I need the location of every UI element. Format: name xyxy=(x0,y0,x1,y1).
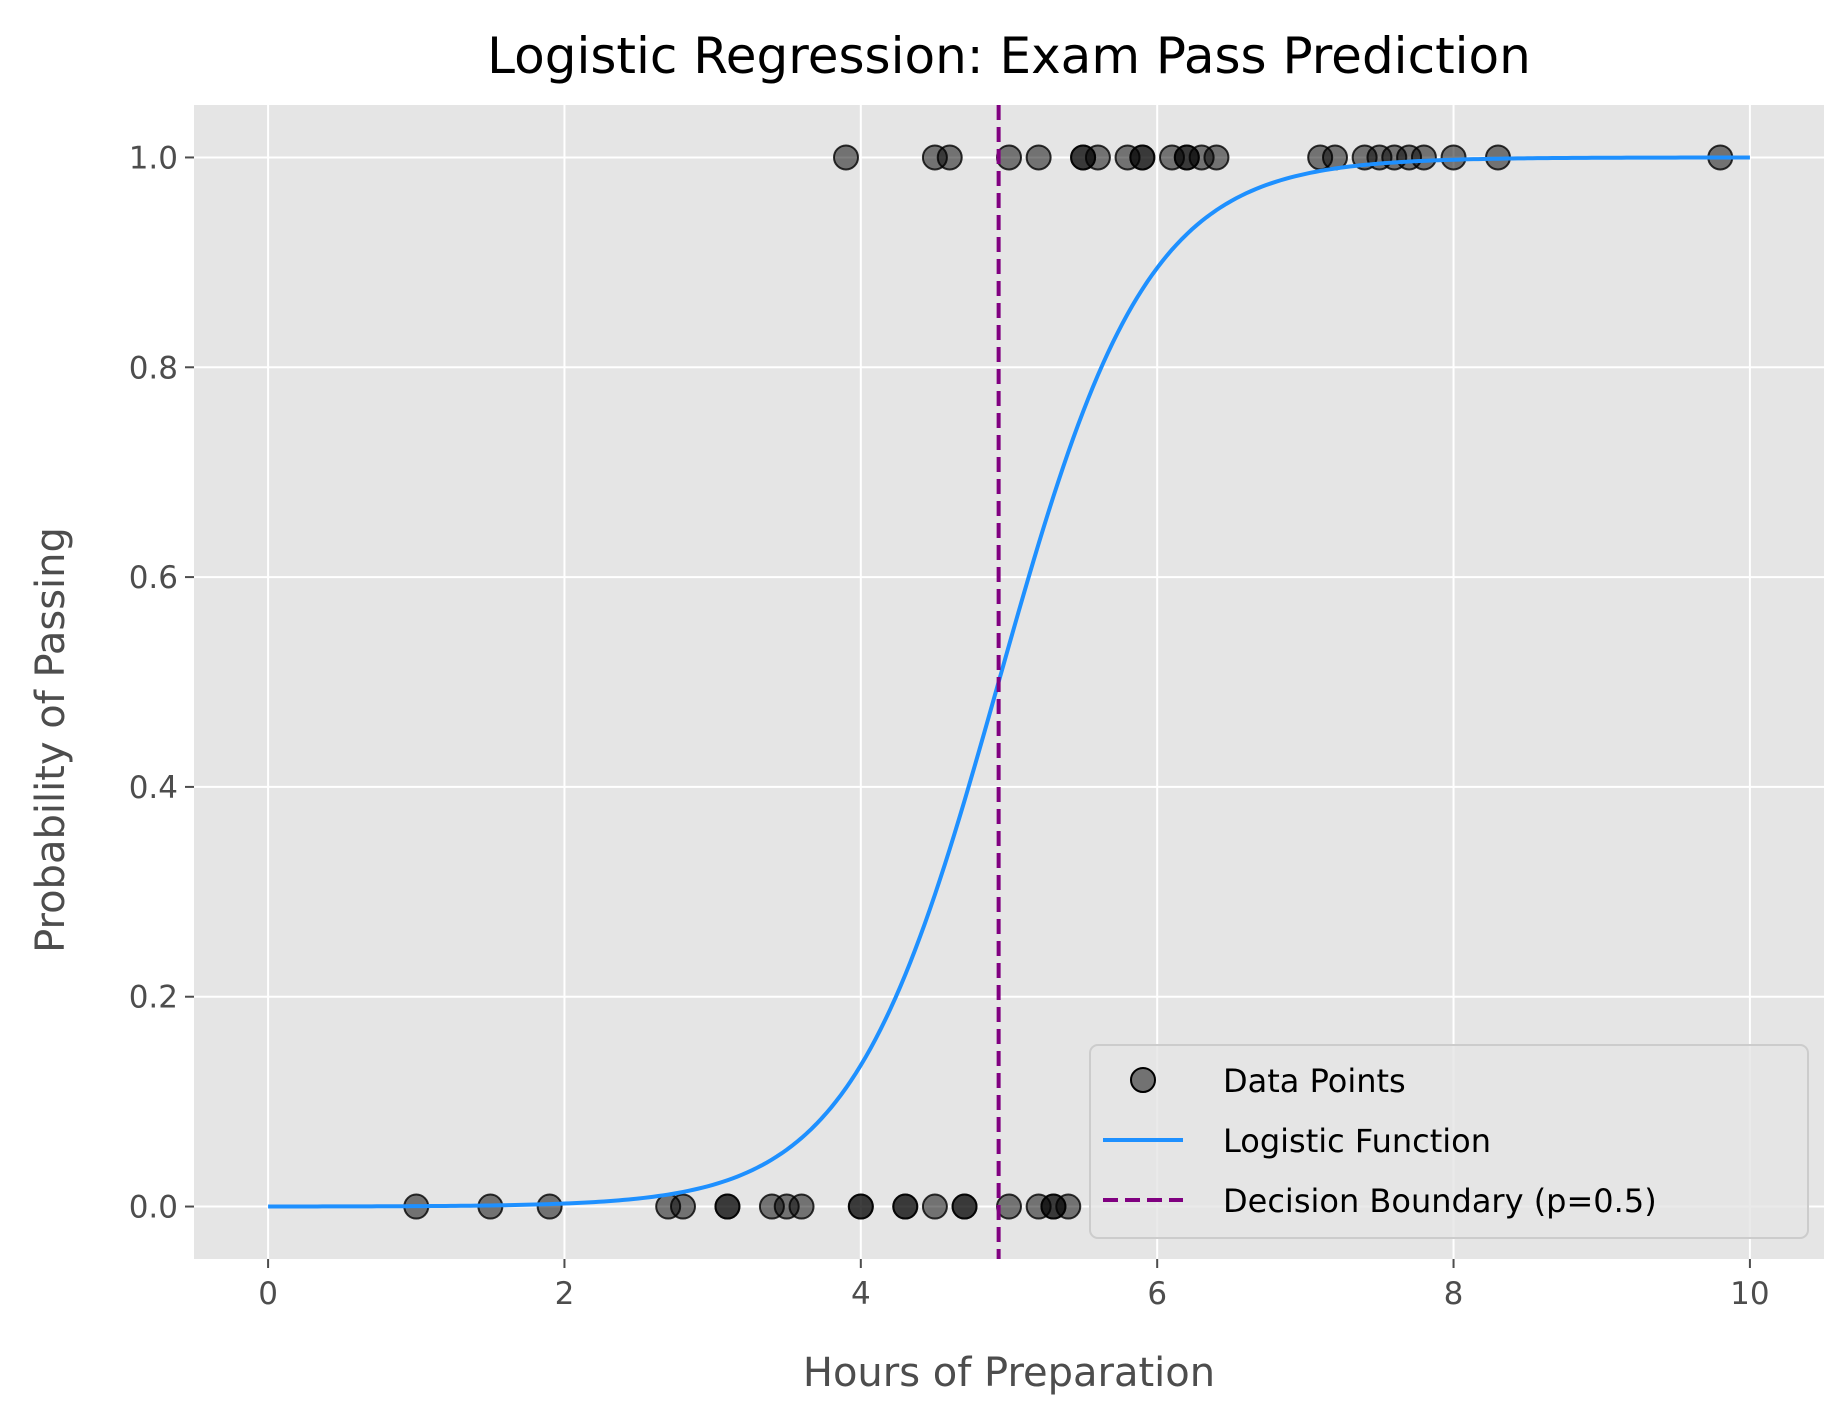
data-point xyxy=(1203,144,1230,171)
x-axis-label: Hours of Preparation xyxy=(803,1350,1215,1396)
data-point xyxy=(670,1193,696,1220)
y-tick-label: 0.0 xyxy=(129,1190,178,1226)
x-tick-label: 0 xyxy=(258,1276,278,1312)
y-tick-label: 0.2 xyxy=(129,980,178,1016)
data-point xyxy=(921,1193,948,1220)
legend-label-logistic-function: Logistic Function xyxy=(1223,1122,1491,1160)
data-point xyxy=(1084,144,1111,171)
data-point xyxy=(1129,144,1156,171)
y-axis-label: Probability of Passing xyxy=(28,527,74,953)
chart-title: Logistic Regression: Exam Pass Predictio… xyxy=(487,27,1531,85)
y-tick-label: 0.4 xyxy=(129,770,178,806)
grid-lines xyxy=(194,105,1824,1259)
x-tick-label: 8 xyxy=(1444,1276,1464,1312)
data-point xyxy=(1055,1193,1082,1220)
data-point xyxy=(936,144,963,171)
data-point xyxy=(847,1193,874,1220)
data-point xyxy=(1025,144,1052,171)
legend-marker-data-points xyxy=(1130,1067,1156,1093)
legend-label-data-points: Data Points xyxy=(1223,1062,1406,1100)
data-point xyxy=(536,1193,563,1220)
x-tick-label: 4 xyxy=(851,1276,871,1312)
data-point xyxy=(1440,144,1467,171)
axis-ticks: 0 2 4 6 8 10 0.0 0.2 0.4 0.6 0.8 1.0 xyxy=(129,140,1770,1312)
data-point xyxy=(833,144,859,171)
y-tick-label: 0.6 xyxy=(129,560,178,596)
x-tick-label: 2 xyxy=(555,1276,575,1312)
data-point xyxy=(1410,144,1437,171)
legend-box xyxy=(1089,1044,1809,1239)
data-point xyxy=(714,1193,741,1220)
data-point xyxy=(892,1193,919,1220)
x-tick-label: 6 xyxy=(1147,1276,1167,1312)
legend-label-decision-boundary: Decision Boundary (p=0.5) xyxy=(1223,1182,1657,1220)
data-point xyxy=(951,1193,978,1220)
y-tick-label: 1.0 xyxy=(129,140,178,176)
logistic-curve xyxy=(268,155,1750,1209)
legend: Data Points Logistic Function Decision B… xyxy=(1089,1044,1809,1239)
x-tick-label: 10 xyxy=(1730,1276,1769,1312)
y-tick-label: 0.8 xyxy=(129,350,178,386)
data-point xyxy=(788,1193,815,1220)
